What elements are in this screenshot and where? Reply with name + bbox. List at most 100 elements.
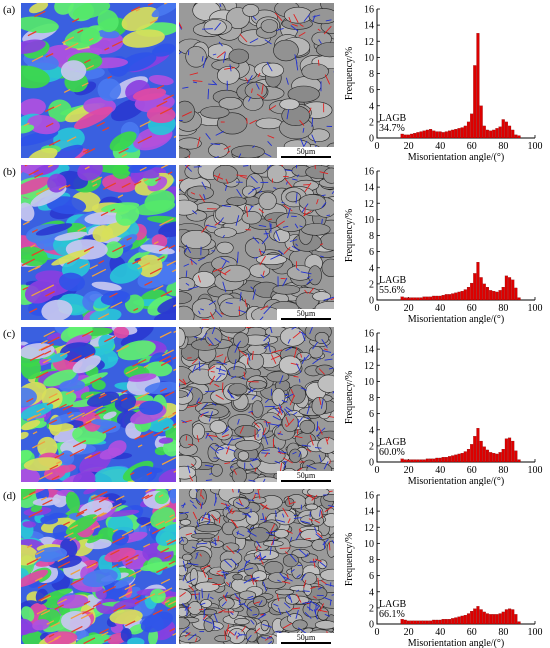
panel-label: (a) [3,4,16,16]
histogram-bar [489,452,493,463]
y-tick-label: 4 [369,425,374,436]
y-tick-label: 8 [369,69,374,80]
histogram-bar [466,613,471,625]
histogram-bar [403,619,407,625]
histogram-bar [432,619,436,625]
histogram-bar [485,449,489,463]
histogram-bar [501,611,505,625]
figure-row-a: (a) 50μm 0 2 4 6 8 10 12 14 16 0 20 40 60 80 100 Misori… [0,0,550,162]
histogram-bar [504,121,508,139]
y-tick-label: 16 [364,5,374,16]
histogram-bar [485,129,489,139]
histogram-bar [435,131,439,139]
histogram-bar [413,620,417,625]
histogram-bar [454,129,458,139]
histogram-bar [463,289,467,301]
y-tick-label: 14 [364,345,374,356]
y-tick-label: 12 [364,37,374,48]
histogram-bar [511,279,515,301]
histogram-bar [517,135,521,139]
histogram-bar [451,618,455,625]
histogram-bar [476,606,480,625]
histogram-bar [444,131,448,139]
histogram-bar [517,459,521,463]
histogram-bar [422,296,426,301]
lagb-label: LAGB [379,113,407,124]
histogram-bar [422,459,426,463]
histogram-bar [410,297,414,301]
y-tick-label: 6 [369,247,374,258]
lagb-value: 66.1% [379,609,405,620]
histogram-bar [410,620,414,625]
x-tick-label: 0 [375,465,380,476]
ipf-orientation-map [21,3,176,158]
x-tick-label: 40 [435,303,445,314]
histogram-bar [438,295,442,301]
histogram-bar [466,286,471,301]
x-axis-label: Misorientation angle/(°) [408,638,504,648]
histogram-bar [447,130,452,139]
lagb-value: 60.0% [379,447,405,458]
y-tick-label: 0 [369,458,374,469]
histogram-bar [479,277,483,301]
histogram-bar [485,613,489,625]
scale-bar: 50μm [277,633,335,645]
histogram-bar [489,614,493,625]
histogram-bar [514,450,518,463]
misorientation-histogram: 0 2 4 6 8 10 12 14 16 0 20 40 60 80 100 Misorientation … [344,329,543,487]
scale-bar-label: 50μm [296,309,316,318]
y-axis-label: Frequency/% [344,209,355,262]
histogram-bar [454,292,458,301]
x-tick-label: 60 [467,465,477,476]
x-tick-label: 40 [435,141,445,152]
y-tick-label: 6 [369,409,374,420]
y-tick-label: 0 [369,296,374,307]
x-tick-label: 80 [498,627,508,638]
scale-bar-line [281,480,331,482]
y-tick-label: 10 [364,215,374,226]
histogram-bar [463,615,467,625]
scale-bar-label: 50μm [296,471,316,480]
histogram-bar [495,128,499,139]
y-tick-label: 8 [369,393,374,404]
histogram-bar [422,620,426,625]
histogram-bar [400,133,404,139]
histogram-bar [416,132,420,139]
histogram-bar [432,458,436,463]
y-tick-label: 6 [369,85,374,96]
histogram-bar [444,294,448,301]
y-tick-label: 0 [369,134,374,145]
histogram-bar [511,129,515,139]
x-axis-label: Misorientation angle/(°) [408,152,504,162]
y-tick-label: 14 [364,507,374,518]
y-tick-label: 12 [364,361,374,372]
misorientation-histogram: 0 2 4 6 8 10 12 14 16 0 20 40 60 80 100 Misorientation … [344,167,543,325]
y-tick-label: 4 [369,587,374,598]
panel-label: (d) [3,490,16,502]
y-tick-label: 2 [369,279,374,290]
scale-bar: 50μm [277,147,335,159]
histogram-bar [416,459,420,463]
y-tick-label: 2 [369,117,374,128]
x-tick-label: 60 [467,627,477,638]
histogram-bar [429,129,433,139]
x-axis-label: Misorientation angle/(°) [408,314,504,324]
x-tick-label: 100 [528,141,543,152]
panel-label: (b) [3,166,16,178]
histogram-bar [413,459,417,463]
histogram-bar [425,296,429,301]
histogram-bar [517,297,521,301]
histogram-bar [454,617,458,625]
x-tick-label: 100 [528,627,543,638]
histogram-bar [400,458,404,463]
panel-label: (c) [3,328,16,340]
x-tick-label: 40 [435,627,445,638]
x-tick-label: 80 [498,303,508,314]
scale-bar-line [281,318,331,320]
histogram-bar [501,119,505,139]
histogram-bar [495,291,499,301]
histogram-bar [482,611,486,625]
scale-bar-label: 50μm [296,147,316,156]
histogram-bar [501,286,505,301]
lagb-label: LAGB [379,599,407,610]
